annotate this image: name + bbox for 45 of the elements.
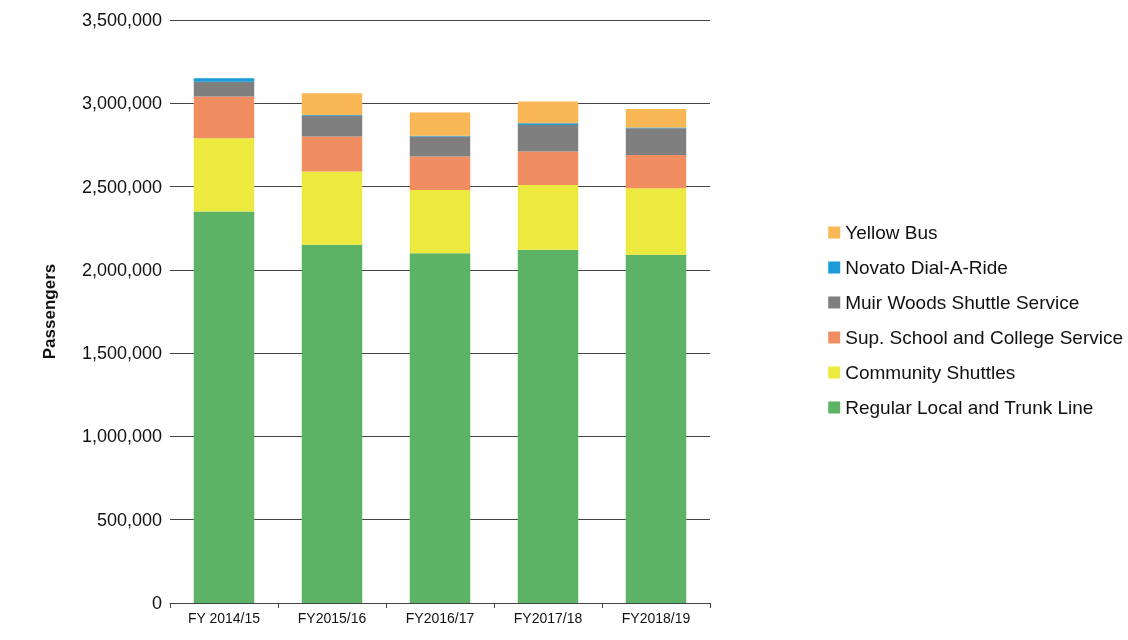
bar (193, 96, 255, 139)
bar (625, 254, 687, 603)
x-tick-label: FY2015/16 (297, 610, 367, 626)
bar (517, 249, 579, 603)
bar (409, 189, 471, 254)
y-tick-label: 2,500,000 (81, 176, 162, 197)
bar (301, 136, 363, 172)
legend-label: Community Shuttles (845, 362, 1016, 383)
legend-label: Regular Local and Trunk Line (845, 397, 1094, 418)
bar (625, 109, 687, 128)
bar (409, 112, 471, 136)
legend-label: Sup. School and College Service (845, 327, 1124, 348)
legend-label: Muir Woods Shuttle Service (845, 292, 1080, 313)
y-tick-label: 2,000,000 (81, 259, 162, 280)
y-axis-title: Passengers (40, 263, 59, 360)
y-tick-label: 0 (151, 593, 162, 613)
bar (409, 136, 471, 157)
bar (301, 171, 363, 245)
bar (301, 93, 363, 115)
bar (193, 78, 255, 82)
bar (193, 138, 255, 212)
y-tick-label: 500,000 (96, 509, 162, 530)
x-tick-label: FY2018/19 (621, 610, 691, 626)
bar (193, 211, 255, 603)
y-tick-label: 1,500,000 (81, 343, 162, 364)
bar (517, 184, 579, 250)
bar (517, 101, 579, 124)
bar (301, 115, 363, 137)
bar (517, 151, 579, 185)
y-tick-label: 3,000,000 (81, 93, 162, 114)
bar (625, 154, 687, 189)
bar (625, 128, 687, 155)
bar (409, 253, 471, 603)
bar (517, 124, 579, 152)
bar (193, 81, 255, 97)
bar (625, 188, 687, 255)
x-tick-label: FY2017/18 (513, 610, 583, 626)
x-tick-label: FY2016/17 (405, 610, 475, 626)
y-tick-label: 1,000,000 (81, 426, 162, 447)
bar (409, 156, 471, 190)
y-tick-label: 3,500,000 (81, 10, 162, 30)
legend-label: Novato Dial-A-Ride (845, 257, 1008, 278)
x-tick-label: FY 2014/15 (187, 610, 261, 626)
bar (301, 244, 363, 603)
legend-label: Yellow Bus (845, 222, 938, 243)
